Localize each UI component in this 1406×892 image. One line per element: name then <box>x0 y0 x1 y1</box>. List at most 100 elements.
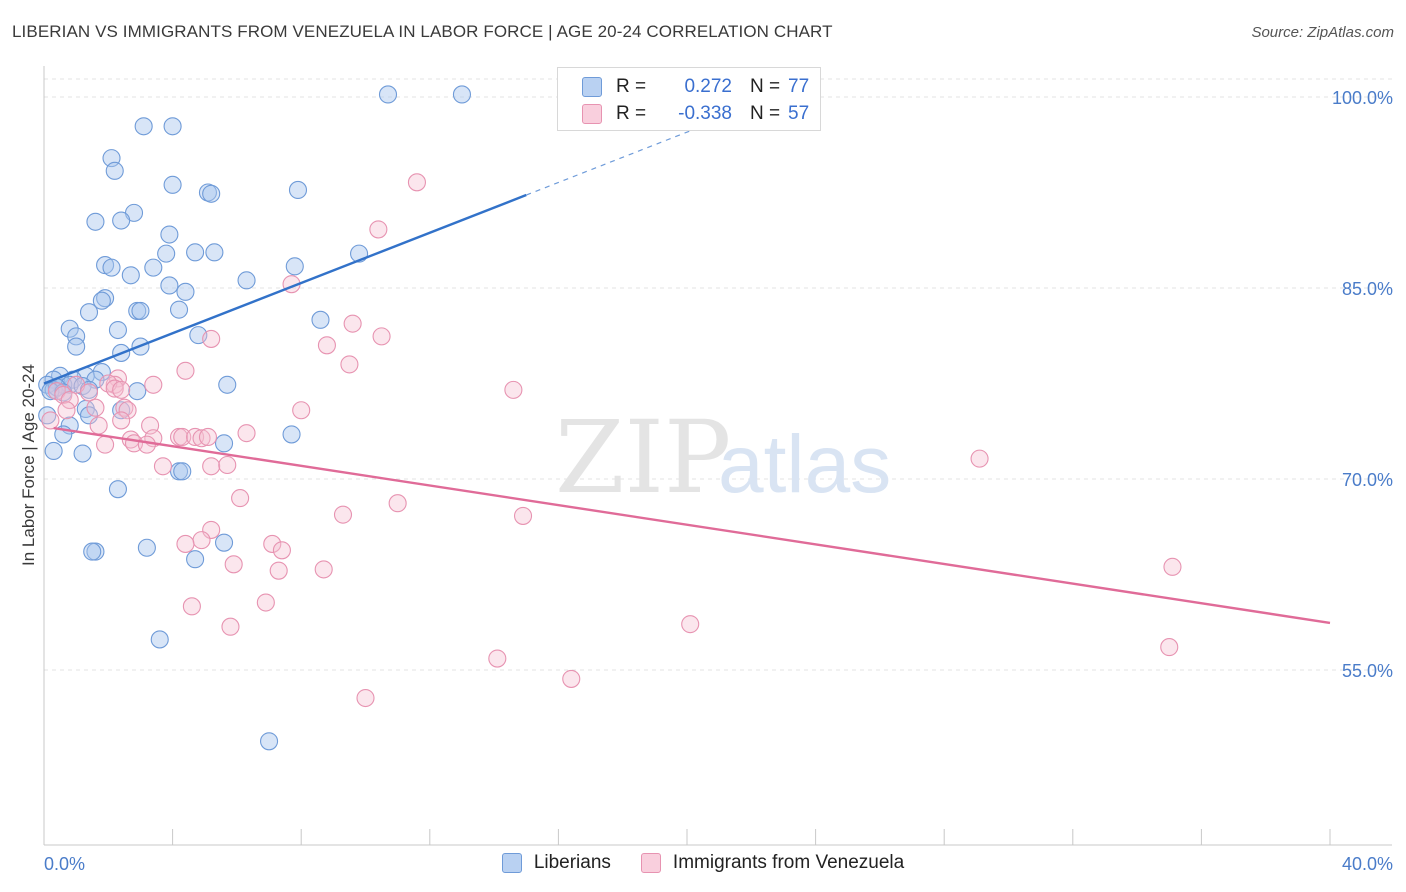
liberian-point <box>160 276 179 295</box>
venezuela-point <box>237 424 256 443</box>
liberian-point <box>157 244 176 263</box>
venezuela-point <box>173 427 192 447</box>
liberian-point <box>163 175 182 194</box>
liberian-point <box>176 282 195 301</box>
venezuela-point <box>112 411 131 430</box>
venezuela-point <box>218 455 237 475</box>
legend-r-label: R = <box>616 76 647 97</box>
liberian-point <box>160 225 179 244</box>
legend-n-label: N = <box>750 76 781 97</box>
venezuela-point <box>192 531 211 550</box>
venezuela-point <box>1163 557 1182 576</box>
y-tick-label: 85.0% <box>1342 279 1393 299</box>
venezuela-point <box>333 505 353 524</box>
venezuela-point <box>186 427 205 447</box>
liberian-point <box>67 327 86 346</box>
liberian-point <box>173 462 192 481</box>
venezuela-point <box>356 688 375 708</box>
liberian-point <box>150 630 169 649</box>
liberian-point <box>452 85 472 104</box>
liberian-point <box>83 542 102 561</box>
liberian-point <box>67 337 86 356</box>
venezuela-point <box>41 411 60 430</box>
liberian-point <box>38 406 57 425</box>
grid-layer <box>44 78 1392 671</box>
venezuela-point <box>176 534 195 553</box>
venezuela-point <box>269 561 288 580</box>
liberian-point <box>102 258 121 277</box>
liberian-point <box>214 533 234 552</box>
x-tick-label: 0.0% <box>44 854 85 874</box>
venezuela-point <box>105 379 124 398</box>
liberian-point <box>108 320 127 340</box>
legend-item-liberians: Liberians <box>501 852 611 874</box>
legend-row-venezuela: R = -0.338 N = 57 <box>558 100 809 128</box>
venezuela-point <box>89 416 108 435</box>
venezuela-point <box>153 457 173 476</box>
venezuela-point <box>388 494 407 513</box>
liberian-point <box>121 266 140 285</box>
legend-swatch-pink <box>582 104 602 124</box>
venezuela-point <box>343 314 362 333</box>
watermark-atlas: atlas <box>718 419 891 510</box>
venezuela-point <box>57 401 76 420</box>
liberian-point <box>60 319 79 338</box>
liberian-point <box>105 161 124 180</box>
venezuela-point <box>681 615 700 634</box>
legend-swatch-blue <box>501 853 522 873</box>
venezuela-point <box>79 383 99 402</box>
venezuela-point <box>314 560 333 579</box>
y-axis-label: In Labor Force | Age 20-24 <box>19 364 38 566</box>
liberian-point <box>186 550 205 569</box>
correlation-legend: R = 0.272 N = 77 R = -0.338 N = 57 <box>557 67 821 131</box>
liberian-point <box>131 301 150 320</box>
venezuela-point <box>112 380 131 399</box>
liberian-point <box>112 401 131 420</box>
liberian-point <box>259 732 279 751</box>
legend-n-value: 77 <box>788 76 810 97</box>
venezuela-point <box>256 593 275 612</box>
liberian-point <box>108 480 127 499</box>
legend-swatch-pink <box>640 853 661 873</box>
liberian-point <box>169 300 189 319</box>
x-tick-label: 40.0% <box>1342 854 1393 874</box>
legend-item-venezuela: Immigrants from Venezuela <box>640 852 904 874</box>
watermark: ZIP atlas <box>555 399 891 516</box>
chart-title: LIBERIAN VS IMMIGRANTS FROM VENEZUELA IN… <box>12 22 833 41</box>
liberian-point <box>144 258 163 277</box>
liberian-point <box>214 434 234 453</box>
venezuela-point <box>182 597 201 616</box>
venezuela-point <box>372 327 391 346</box>
legend-r-value: 0.272 <box>684 76 732 97</box>
liberian-point <box>202 184 221 203</box>
venezuela-point <box>144 375 163 394</box>
venezuela-point <box>340 355 359 374</box>
y-tick-label: 55.0% <box>1342 661 1393 681</box>
venezuela-point <box>292 401 311 420</box>
venezuela-point <box>1160 638 1179 657</box>
liberian-point <box>378 85 398 104</box>
legend-label-liberians: Liberians <box>533 852 611 873</box>
venezuela-point <box>86 398 105 417</box>
venezuela-point <box>263 534 282 553</box>
watermark-zip: ZIP <box>555 399 731 516</box>
legend-n-label: N = <box>750 103 781 124</box>
source-label: Source: ZipAtlas.com <box>1251 24 1394 41</box>
liberian-point <box>44 441 63 461</box>
venezuela-point <box>96 435 115 454</box>
venezuela-point <box>202 329 221 348</box>
liberian-point <box>134 117 153 136</box>
venezuela-point <box>513 506 533 525</box>
series-legend: Liberians Immigrants from Venezuela <box>0 852 1406 874</box>
legend-n-value: 57 <box>788 103 810 124</box>
venezuela-point <box>488 649 507 668</box>
liberian-point <box>237 271 256 290</box>
liberian-point <box>282 425 301 444</box>
liberian-point <box>92 291 111 310</box>
venezuela-point <box>369 220 388 239</box>
liberian-point <box>163 117 182 136</box>
venezuela-point <box>970 449 989 468</box>
liberian-point <box>218 375 237 394</box>
legend-r-label: R = <box>616 103 647 124</box>
